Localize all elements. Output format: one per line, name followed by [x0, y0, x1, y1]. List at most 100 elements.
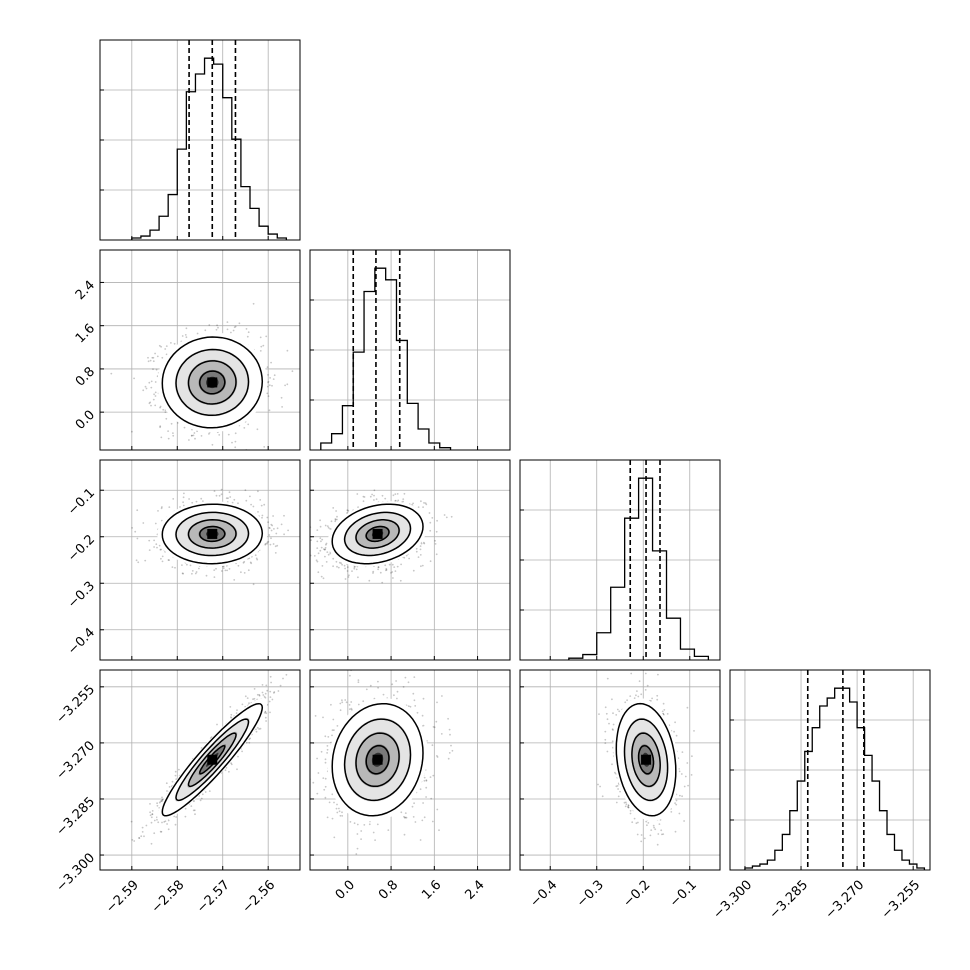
scatter-point	[215, 328, 218, 331]
scatter-point	[155, 543, 158, 546]
scatter-point	[396, 493, 399, 495]
scatter-point	[250, 562, 253, 565]
scatter-point	[147, 360, 150, 363]
scatter-point	[173, 477, 175, 479]
scatter-point	[384, 497, 387, 500]
scatter-point	[171, 566, 174, 568]
scatter-point	[199, 469, 201, 471]
scatter-point	[193, 800, 195, 803]
scatter-point	[225, 497, 228, 500]
scatter-point	[319, 537, 322, 539]
scatter-point	[189, 564, 192, 567]
scatter-point	[152, 356, 155, 359]
scatter-point	[153, 393, 156, 396]
scatter-point	[319, 525, 322, 528]
scatter-point	[266, 689, 269, 692]
scatter-point	[402, 500, 404, 503]
scatter-point	[417, 506, 420, 508]
scatter-point	[145, 824, 148, 827]
panel-frame	[99, 249, 301, 451]
scatter-point	[182, 572, 185, 575]
scatter-point	[450, 515, 453, 518]
scatter-point	[434, 539, 436, 542]
scatter-point	[375, 498, 378, 501]
scatter-point	[266, 366, 269, 368]
scatter-point	[362, 495, 365, 498]
density-contour	[199, 525, 226, 543]
scatter-point	[321, 538, 324, 541]
scatter-point	[159, 405, 162, 408]
scatter-point	[144, 559, 147, 562]
scatter-point	[287, 529, 289, 532]
scatter-point	[191, 501, 194, 504]
scatter-point	[268, 409, 271, 412]
scatter-point	[346, 570, 349, 572]
scatter-point	[394, 493, 397, 495]
scatter-point	[244, 695, 247, 698]
scatter-point	[152, 398, 155, 401]
scatter-point	[274, 545, 277, 548]
scatter-point	[428, 512, 431, 514]
scatter-point	[377, 566, 380, 569]
panel-frame	[309, 249, 511, 451]
scatter-point	[302, 500, 304, 502]
scatter-point	[268, 526, 271, 529]
scatter-point	[242, 561, 245, 564]
scatter-point	[316, 547, 319, 549]
scatter-point	[423, 502, 425, 504]
density-contour	[365, 525, 390, 543]
scatter-point	[362, 500, 365, 503]
scatter-point	[194, 572, 197, 575]
scatter-point	[425, 503, 428, 506]
scatter-point	[351, 570, 353, 572]
scatter-point	[164, 820, 167, 823]
scatter-point	[400, 563, 402, 566]
scatter-point	[230, 713, 233, 716]
scatter-point	[369, 495, 372, 498]
scatter-point	[348, 574, 350, 577]
scatter-point	[422, 506, 424, 508]
scatter-point	[184, 334, 187, 336]
scatter-point	[346, 509, 349, 512]
scatter-point	[173, 342, 176, 345]
scatter-point	[153, 546, 156, 548]
scatter-point	[233, 326, 236, 329]
scatter-point	[181, 564, 183, 566]
scatter-point	[276, 527, 279, 530]
scatter-point	[319, 549, 322, 552]
scatter-point	[230, 331, 232, 334]
scatter-point	[168, 559, 171, 561]
scatter-point	[231, 501, 234, 504]
scatter-point	[225, 565, 228, 567]
scatter-point	[216, 324, 219, 327]
scatter-point	[397, 499, 400, 502]
scatter-point	[334, 520, 337, 523]
scatter-point	[371, 493, 373, 496]
scatter-point	[273, 692, 275, 694]
scatter-point	[184, 807, 187, 810]
scatter-point	[161, 356, 164, 359]
hist-panel-0	[99, 39, 301, 241]
scatter-point	[179, 506, 181, 508]
scatter-point	[191, 434, 193, 437]
scatter-panel-1-2	[309, 459, 511, 661]
scatter-point	[110, 372, 113, 375]
scatter-point	[159, 406, 162, 409]
scatter-point	[353, 566, 356, 568]
scatter-point	[417, 556, 420, 558]
density-peak	[207, 528, 218, 539]
scatter-point	[435, 530, 438, 533]
scatter-point	[321, 565, 324, 567]
scatter-point	[149, 359, 152, 362]
scatter-point	[152, 360, 155, 363]
scatter-point	[332, 507, 335, 509]
scatter-point	[172, 434, 175, 437]
scatter-point	[315, 559, 318, 562]
scatter-point	[267, 380, 270, 383]
scatter-point	[247, 569, 250, 572]
scatter-point	[267, 395, 270, 397]
scatter-point	[245, 328, 248, 330]
scatter-point	[200, 435, 203, 437]
scatter-point	[244, 489, 247, 492]
